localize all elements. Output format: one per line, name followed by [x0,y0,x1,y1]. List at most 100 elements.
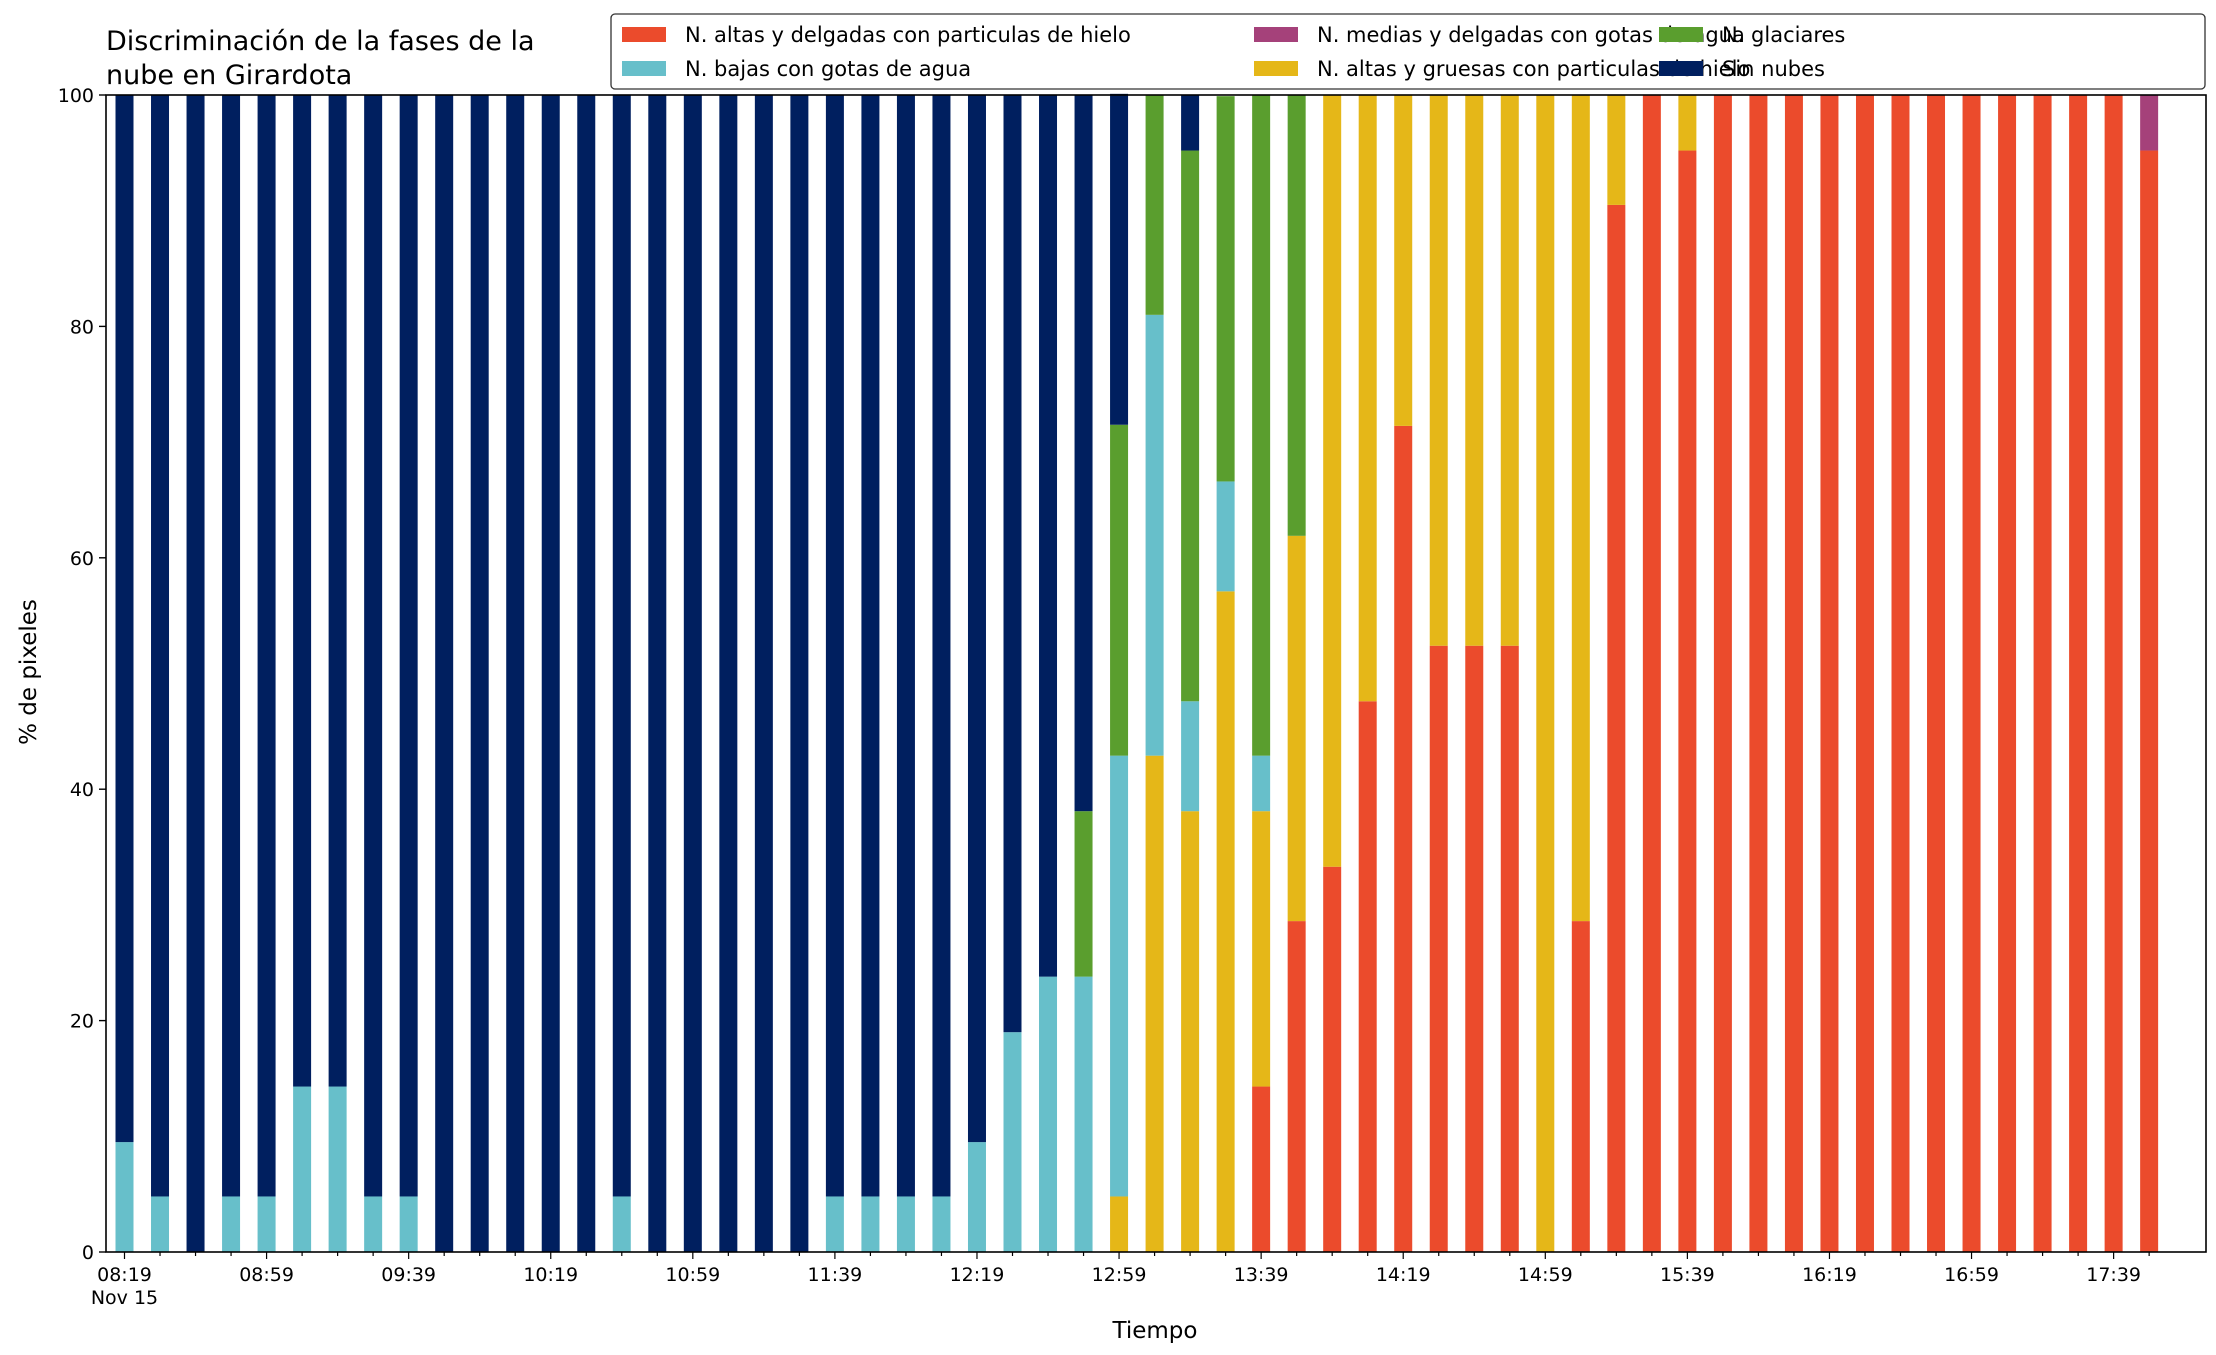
bar-segment [1181,95,1200,151]
x-tick-label: 09:39 [381,1264,436,1286]
x-tick-label: 12:19 [950,1264,1005,1286]
legend-label: N. glaciares [1722,23,1845,47]
bar-segment [1145,95,1164,315]
x-tick-label: 14:59 [1518,1264,1573,1286]
bar-segment [1003,95,1022,1033]
x-tick-label: 12:59 [1092,1264,1147,1286]
bar-segment [364,95,383,1197]
bar-segment [399,95,418,1197]
legend-label: N. bajas con gotas de agua [685,57,971,81]
bar-segment [967,1142,986,1252]
bar-segment [257,95,276,1197]
bar-segment [932,95,951,1197]
bar-segment [2104,95,2123,1252]
bar-segment [1891,95,1910,1252]
bar-segment [1181,811,1200,1252]
bar-segment [1465,95,1484,646]
bar-segment [1074,976,1093,1252]
legend-swatch [622,61,666,76]
bar-segment [435,95,454,1252]
bar-segment [861,95,880,1197]
bar-segment [648,95,667,1252]
bar-segment [1358,95,1377,702]
legend-swatch [1254,61,1298,76]
bar-segment [115,1142,134,1252]
x-tick-label: 16:59 [1944,1264,1999,1286]
bar-segment [1749,95,1768,1252]
bar-segment [1216,481,1235,592]
legend-swatch [1659,27,1703,42]
bar-segment [1110,424,1129,756]
bar-segment [1465,645,1484,1252]
bar-segment [328,1086,347,1252]
bar-segment [1323,95,1342,867]
legend-label: Sin nubes [1722,57,1825,81]
bar-segment [1500,95,1519,646]
bar-segment [1003,1032,1022,1252]
bar-segment [1110,1196,1129,1252]
bar-segment [293,95,312,1087]
y-axis-label: % de pixeles [16,599,42,745]
y-tick-label: 40 [70,779,94,801]
bar-segment [1074,95,1093,812]
bar-segment [1216,96,1235,482]
bar-segment [1216,591,1235,1252]
bar-segment [1358,701,1377,1252]
bar-segment [861,1196,880,1252]
bar-segment [1287,921,1306,1252]
bar-segment [612,95,631,1197]
bar-segment [577,95,596,1252]
x-axis-label: Tiempo [1112,1318,1198,1344]
x-tick-label: 10:59 [665,1264,720,1286]
chart-title-line-1: Discriminación de la fases de la [106,26,535,57]
bar-segment [2140,95,2159,151]
bar-segment [1110,93,1129,425]
y-tick-label: 20 [70,1011,94,1033]
bar-segment [1039,976,1058,1252]
y-tick-label: 100 [58,85,94,107]
bar-segment [293,1086,312,1252]
bars-group [115,93,2159,1252]
chart-title: Discriminación de la fases de la nube en… [106,26,543,91]
bar-segment [2033,95,2052,1252]
y-tick-label: 60 [70,548,94,570]
legend-label: N. altas y delgadas con particulas de hi… [685,23,1131,47]
bar-segment [364,1196,383,1252]
bar-segment [1252,755,1271,812]
x-tick-label: 13:39 [1234,1264,1289,1286]
bar-segment [1323,866,1342,1252]
bar-segment [1536,95,1555,1252]
bar-segment [1820,95,1839,1252]
bar-segment [932,1196,951,1252]
legend: N. altas y delgadas con particulas de hi… [610,13,2206,90]
bar-segment [2069,95,2088,1252]
bar-segment [1110,755,1129,1197]
x-tick-label: 08:59 [239,1264,294,1286]
x-tick-label: 17:39 [2086,1264,2141,1286]
bar-segment [1252,1086,1271,1252]
bar-segment [1429,645,1448,1252]
bar-segment [506,95,525,1252]
y-axis: 0 20 40 60 80 100 [58,85,106,1264]
bar-segment [896,1196,915,1252]
bar-segment [825,1196,844,1252]
bar-segment [399,1196,418,1252]
bar-segment [1855,95,1874,1252]
legend-frame [610,13,2206,90]
bar-segment [896,95,915,1197]
bar-segment [1500,645,1519,1252]
bar-segment [257,1196,276,1252]
bar-segment [1571,95,1590,922]
bar-segment [1039,95,1058,977]
plot-area-frame [105,94,2207,1253]
bar-segment [470,95,489,1252]
bar-segment [790,95,809,1252]
bar-segment [1607,204,1626,1252]
x-tick-label: 08:19 [97,1264,152,1286]
bar-segment [1678,95,1697,151]
bar-segment [1145,755,1164,1252]
x-tick-label: 10:19 [523,1264,578,1286]
bar-segment [1181,701,1200,812]
x-tick-label: 14:19 [1376,1264,1431,1286]
